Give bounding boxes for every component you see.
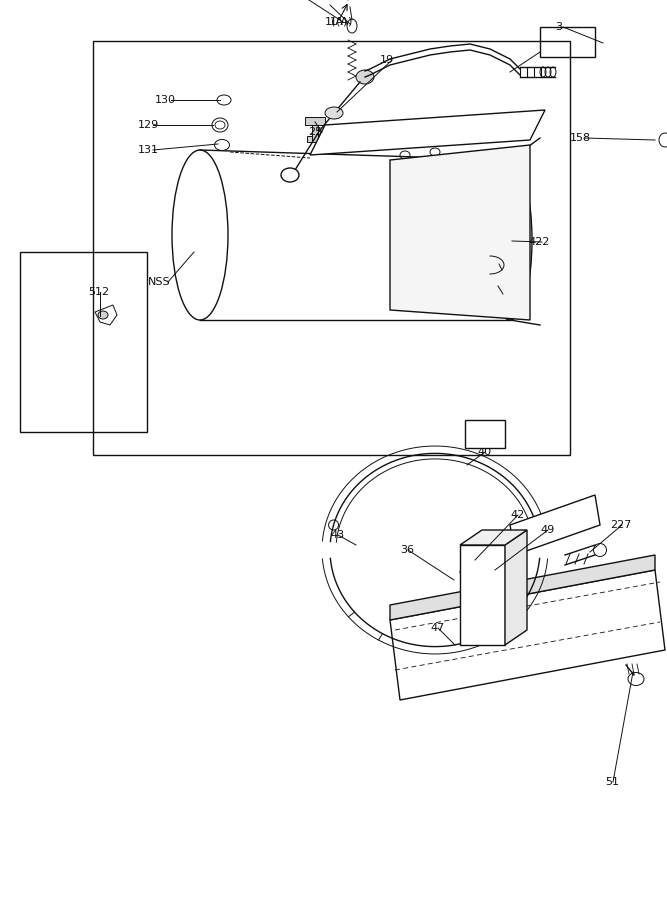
Text: 25(A): 25(A) — [308, 127, 338, 137]
Bar — [312, 120, 318, 142]
Text: 8: 8 — [488, 265, 495, 275]
Polygon shape — [310, 110, 545, 155]
Text: 512: 512 — [88, 287, 109, 297]
Text: 227: 227 — [610, 520, 632, 530]
Ellipse shape — [488, 160, 532, 320]
Text: 49: 49 — [540, 525, 554, 535]
Bar — [460, 545, 505, 645]
Polygon shape — [390, 570, 665, 700]
Text: 130: 130 — [155, 95, 176, 105]
Bar — [307, 136, 323, 142]
Text: 1(A): 1(A) — [325, 16, 348, 26]
Polygon shape — [95, 305, 117, 325]
Ellipse shape — [356, 70, 374, 84]
Polygon shape — [390, 555, 655, 620]
Ellipse shape — [329, 520, 339, 530]
Text: 40: 40 — [477, 447, 491, 457]
Bar — [305, 117, 325, 125]
Ellipse shape — [628, 672, 644, 686]
Polygon shape — [390, 145, 530, 320]
Text: NSS: NSS — [148, 277, 171, 287]
Text: 422: 422 — [528, 237, 550, 247]
Ellipse shape — [172, 150, 228, 320]
Polygon shape — [505, 530, 527, 645]
Text: 47: 47 — [430, 623, 444, 633]
Ellipse shape — [325, 107, 343, 119]
Ellipse shape — [281, 168, 299, 182]
Text: 42: 42 — [510, 510, 524, 520]
Text: 43: 43 — [330, 530, 344, 540]
Text: 36: 36 — [400, 545, 414, 555]
Bar — [465, 420, 505, 448]
Text: 11: 11 — [490, 289, 504, 299]
Polygon shape — [510, 495, 600, 555]
Bar — [93, 40, 570, 454]
Text: 1(A): 1(A) — [330, 17, 354, 27]
Ellipse shape — [594, 544, 606, 556]
Text: 51: 51 — [605, 777, 619, 787]
Bar — [20, 252, 147, 432]
Text: 131: 131 — [138, 145, 159, 155]
Bar — [492, 289, 504, 296]
Text: 19: 19 — [380, 55, 394, 65]
Text: 158: 158 — [570, 133, 591, 143]
Bar — [540, 27, 595, 57]
Text: 129: 129 — [138, 120, 159, 130]
Text: C: C — [520, 624, 527, 634]
Ellipse shape — [98, 311, 108, 319]
Text: 3: 3 — [555, 22, 562, 32]
Polygon shape — [460, 530, 527, 545]
